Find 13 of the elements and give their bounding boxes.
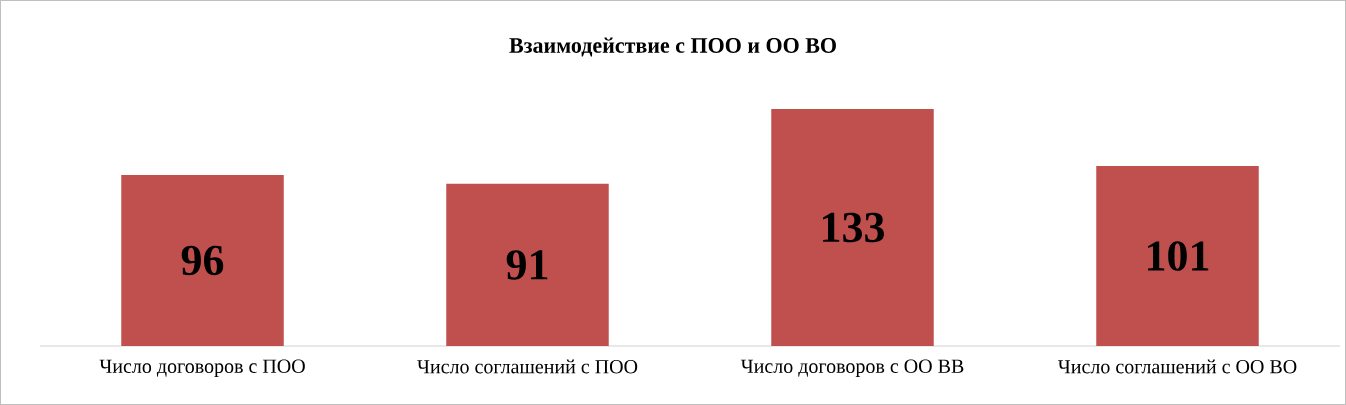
x-tick-label: Число договоров с ПОО — [99, 359, 305, 378]
data-label: 96 — [181, 245, 224, 276]
data-label: 133 — [823, 212, 884, 243]
bar — [771, 109, 934, 346]
data-label: 91 — [506, 250, 548, 280]
x-tick-label: Число соглашений с ОО ВО — [1058, 359, 1297, 374]
x-tick-label: Число соглашений с ПОО — [417, 359, 638, 374]
chart-title: Взаимодействие с ПОО и ОО ВО — [509, 37, 836, 57]
bar — [1096, 166, 1259, 346]
bar — [121, 174, 284, 346]
data-label: 101 — [1148, 241, 1209, 271]
x-tick-label: Число договоров с ОО ВВ — [740, 359, 964, 378]
bar — [446, 183, 609, 346]
